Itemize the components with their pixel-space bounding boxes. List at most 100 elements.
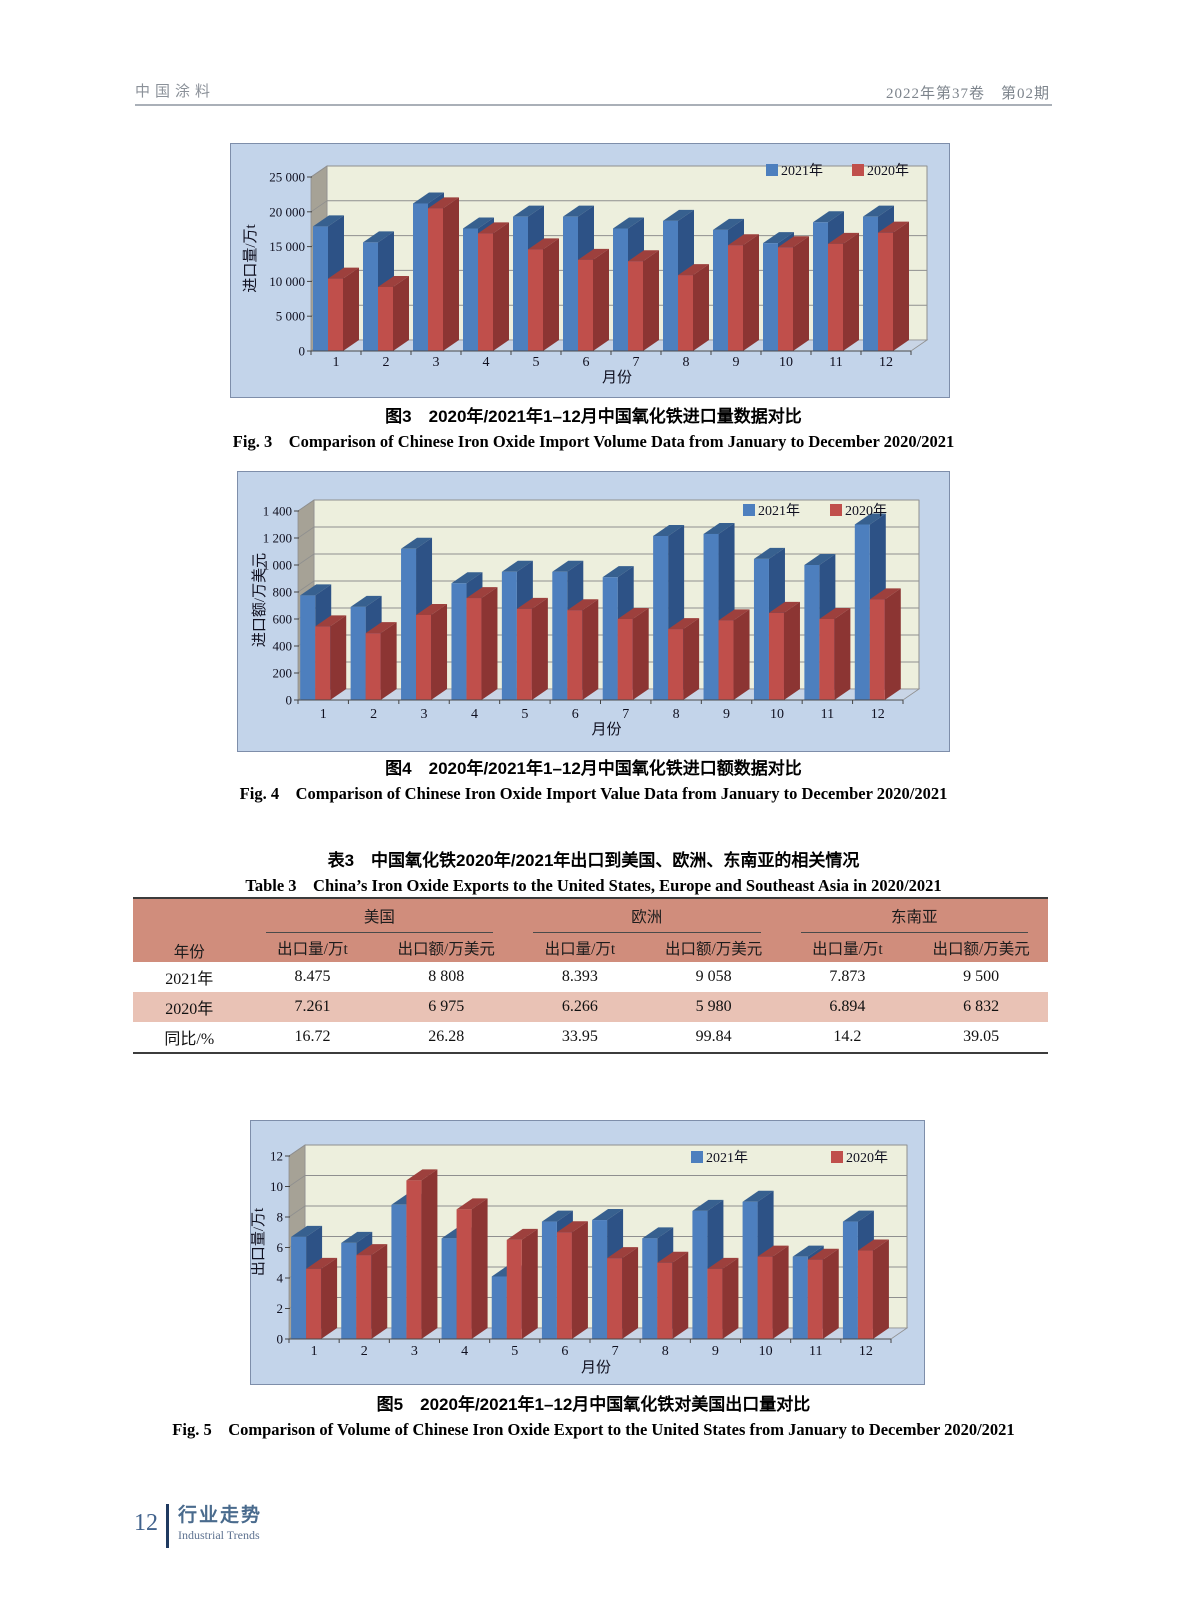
bar-2020-month-12 xyxy=(857,1239,889,1339)
bar-front-face xyxy=(607,1258,623,1339)
table-cell: 26.28 xyxy=(379,1022,514,1053)
bar-front-face xyxy=(763,243,778,351)
bar-front-face xyxy=(742,1201,758,1339)
x-tick-label: 8 xyxy=(662,1344,669,1359)
bar-2020-month-12 xyxy=(878,221,909,351)
table-cell: 7.873 xyxy=(780,962,915,992)
bar-top-face xyxy=(328,267,359,279)
x-tick-label: 4 xyxy=(461,1344,468,1359)
bar-side-face xyxy=(582,599,599,700)
grid-line-wall xyxy=(297,526,315,539)
bar-top-face xyxy=(668,618,700,630)
y-tick-label: 800 xyxy=(273,585,293,600)
bar-top-face xyxy=(552,560,584,572)
x-tick-label: 5 xyxy=(533,355,540,370)
x-tick-label: 1 xyxy=(311,1344,318,1359)
y-tick-label: 600 xyxy=(273,612,293,627)
y-axis-title: 进口量/万t xyxy=(242,224,259,293)
bar-top-face xyxy=(556,1221,588,1233)
bar-side-face xyxy=(722,1257,739,1339)
bar-top-face xyxy=(401,537,433,549)
bar-2020-month-12 xyxy=(869,588,901,700)
table-cell: 16.72 xyxy=(245,1022,380,1053)
fig3-caption-cn: 图3 2020年/2021年1–12月中国氧化铁进口量数据对比 xyxy=(385,407,802,426)
bar-side-face xyxy=(733,609,750,700)
bar-top-face xyxy=(813,211,844,223)
x-tick-label: 2 xyxy=(370,707,377,722)
table-row: 2021年 8.475 8 808 8.393 9 058 7.873 9 500 xyxy=(133,962,1048,992)
bar-front-face xyxy=(391,1204,407,1339)
x-tick-label: 3 xyxy=(411,1344,418,1359)
bar-front-face xyxy=(768,612,784,700)
bar-side-face xyxy=(481,587,498,700)
bar-2020-month-8 xyxy=(668,618,700,700)
table-subheader-cell: 出口额/万美元 xyxy=(646,933,781,962)
x-tick-label: 11 xyxy=(809,1344,822,1359)
bar-front-face xyxy=(341,1242,357,1339)
x-tick-label: 1 xyxy=(320,707,327,722)
bar-2020-month-11 xyxy=(807,1248,839,1339)
x-tick-label: 7 xyxy=(622,707,629,722)
table-row-label: 2020年 xyxy=(133,992,246,1022)
bar-front-face xyxy=(642,1238,658,1339)
bar-2020-month-8 xyxy=(657,1251,689,1339)
bar-front-face xyxy=(578,259,593,351)
bar-side-face xyxy=(683,618,700,700)
table-cell: 7.261 xyxy=(245,992,380,1022)
bar-top-face xyxy=(768,601,800,613)
bar-top-face xyxy=(363,231,394,243)
bar-2020-month-7 xyxy=(617,608,649,700)
bar-2020-month-4 xyxy=(478,222,509,351)
bar-top-face xyxy=(313,215,344,227)
bar-front-face xyxy=(365,633,381,700)
table-group-header: 东南亚 xyxy=(780,898,1048,933)
bar-top-face xyxy=(763,232,794,244)
legend-2021-label: 2021年 xyxy=(781,163,823,179)
bar-front-face xyxy=(857,1250,873,1339)
fig4-caption-cn: 图4 2020年/2021年1–12月中国氧化铁进口额数据对比 xyxy=(385,759,802,778)
y-tick-label: 8 xyxy=(277,1210,284,1225)
table-subheader-cell: 出口量/万t xyxy=(780,933,915,962)
bar-front-face xyxy=(663,220,678,351)
grid-line-wall xyxy=(288,1205,306,1218)
bar-top-face xyxy=(742,1190,774,1202)
x-tick-label: 6 xyxy=(583,355,590,370)
bar-side-face xyxy=(443,197,459,351)
x-tick-label: 9 xyxy=(733,355,740,370)
bar-2020-month-1 xyxy=(315,615,347,700)
table-row: 2020年 7.261 6 975 6.266 5 980 6.894 6 832 xyxy=(133,992,1048,1022)
bar-side-face xyxy=(321,1257,338,1339)
bar-2020-month-2 xyxy=(365,622,397,700)
table-subheader-cell: 出口额/万美元 xyxy=(379,933,514,962)
bar-front-face xyxy=(441,1238,457,1339)
bar-side-face xyxy=(593,248,609,351)
bar-front-face xyxy=(828,243,843,351)
x-tick-label: 2 xyxy=(361,1344,368,1359)
bar-front-face xyxy=(668,629,684,700)
bar-front-face xyxy=(854,524,870,700)
bar-front-face xyxy=(678,275,693,351)
bar-front-face xyxy=(602,577,618,700)
bar-top-face xyxy=(807,1248,839,1260)
bar-side-face xyxy=(493,222,509,351)
bar-top-face xyxy=(657,1251,689,1263)
bar-front-face xyxy=(878,232,893,351)
bar-front-face xyxy=(315,626,331,700)
bar-top-face xyxy=(567,599,599,611)
bar-2020-month-7 xyxy=(607,1247,639,1339)
bar-side-face xyxy=(371,1244,388,1339)
bar-top-face xyxy=(513,205,544,217)
bar-side-face xyxy=(834,608,851,700)
page-footer: 12 行业走势 Industrial Trends xyxy=(134,1504,262,1548)
bar-front-face xyxy=(728,245,743,351)
grid-line-wall xyxy=(310,200,328,213)
x-tick-label: 7 xyxy=(612,1344,619,1359)
bar-front-face xyxy=(313,226,328,351)
bar-side-face xyxy=(330,615,347,700)
legend-2020-label: 2020年 xyxy=(846,1150,888,1166)
table3-title-cn: 表3 中国氧化铁2020年/2021年出口到美国、欧洲、东南亚的相关情况 xyxy=(327,851,860,870)
x-tick-label: 9 xyxy=(723,707,730,722)
y-tick-label: 0 xyxy=(299,344,306,359)
x-tick-label: 10 xyxy=(759,1344,773,1359)
